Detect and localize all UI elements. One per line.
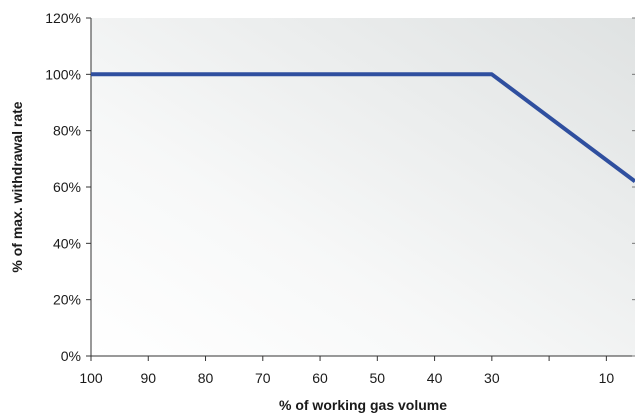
x-tick-label: 100 bbox=[79, 370, 103, 386]
y-tick-label: 80% bbox=[53, 123, 81, 139]
y-tick-label: 100% bbox=[45, 66, 81, 82]
x-axis-title: % of working gas volume bbox=[279, 397, 447, 413]
y-tick-label: 60% bbox=[53, 179, 81, 195]
y-tick-label: 0% bbox=[61, 348, 81, 364]
y-tick-label: 40% bbox=[53, 235, 81, 251]
y-tick-label: 120% bbox=[45, 10, 81, 26]
x-tick-label: 70 bbox=[255, 370, 271, 386]
x-tick-label: 40 bbox=[427, 370, 443, 386]
x-tick-label: 10 bbox=[599, 370, 615, 386]
x-tick-label: 30 bbox=[484, 370, 500, 386]
y-tick-label: 20% bbox=[53, 292, 81, 308]
y-axis-title: % of max. withdrawal rate bbox=[9, 101, 25, 272]
x-tick-label: 90 bbox=[140, 370, 156, 386]
x-tick-label: 60 bbox=[312, 370, 328, 386]
x-tick-label: 50 bbox=[370, 370, 386, 386]
plot-area bbox=[91, 18, 635, 356]
x-tick-label: 80 bbox=[198, 370, 214, 386]
